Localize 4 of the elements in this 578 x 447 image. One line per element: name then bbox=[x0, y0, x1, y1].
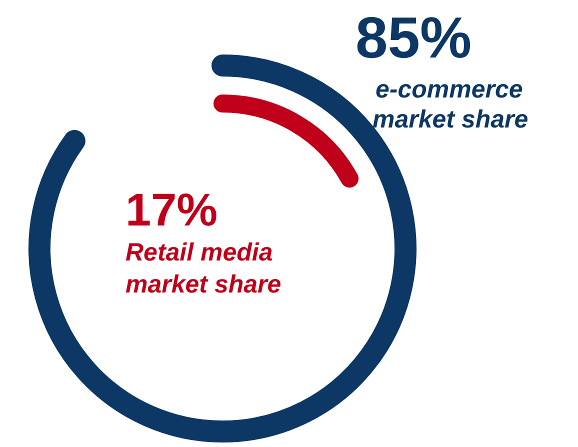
category-label: Retail media market share bbox=[126, 238, 282, 298]
category-label: e-commerce market share bbox=[372, 76, 528, 134]
data-label: 85% bbox=[356, 6, 472, 70]
data-label: 17% bbox=[126, 184, 218, 236]
